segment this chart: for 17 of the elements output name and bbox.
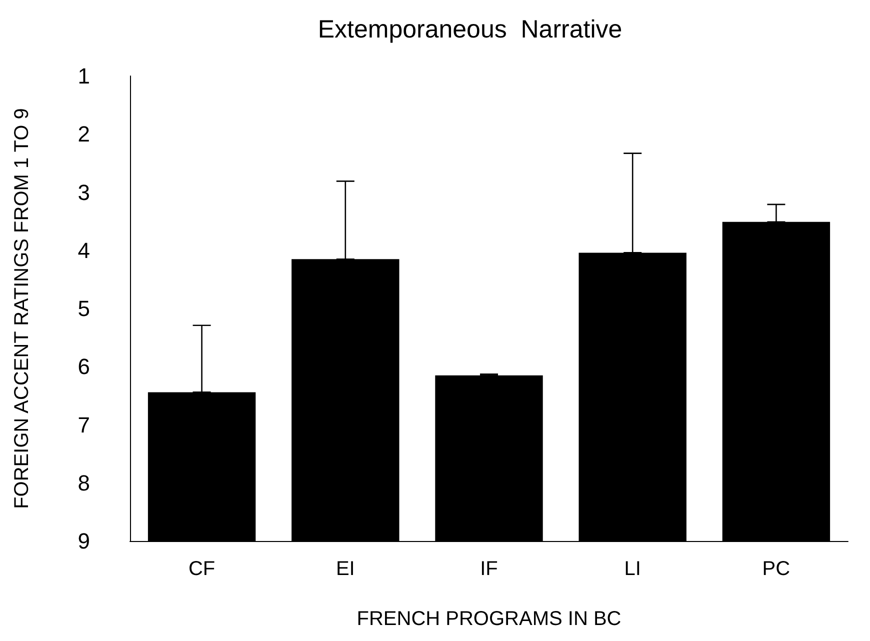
x-tick-label: PC xyxy=(762,558,790,580)
y-tick-label: 1 xyxy=(78,64,90,88)
y-tick-label: 8 xyxy=(78,470,90,496)
x-axis-title: FRENCH PROGRAMS IN BC xyxy=(356,608,622,630)
y-tick-label: 9 xyxy=(78,528,90,554)
y-axis-title: FOREIGN ACCENT RATINGS FROM 1 TO 9 xyxy=(11,108,33,509)
y-tick-label: 6 xyxy=(78,354,90,380)
x-tick-label: IF xyxy=(480,558,498,580)
y-tick-label: 2 xyxy=(78,122,90,147)
x-tick-label: CF xyxy=(188,558,216,580)
y-tick-label: 5 xyxy=(78,296,90,321)
x-tick-label: EI xyxy=(336,558,355,580)
y-tick-label: 4 xyxy=(78,238,90,263)
chart-title: Extemporaneous Narrative xyxy=(318,16,622,44)
x-tick-label: LI xyxy=(624,558,641,580)
y-tick-label: 7 xyxy=(78,412,90,438)
y-tick-label: 3 xyxy=(78,180,90,205)
